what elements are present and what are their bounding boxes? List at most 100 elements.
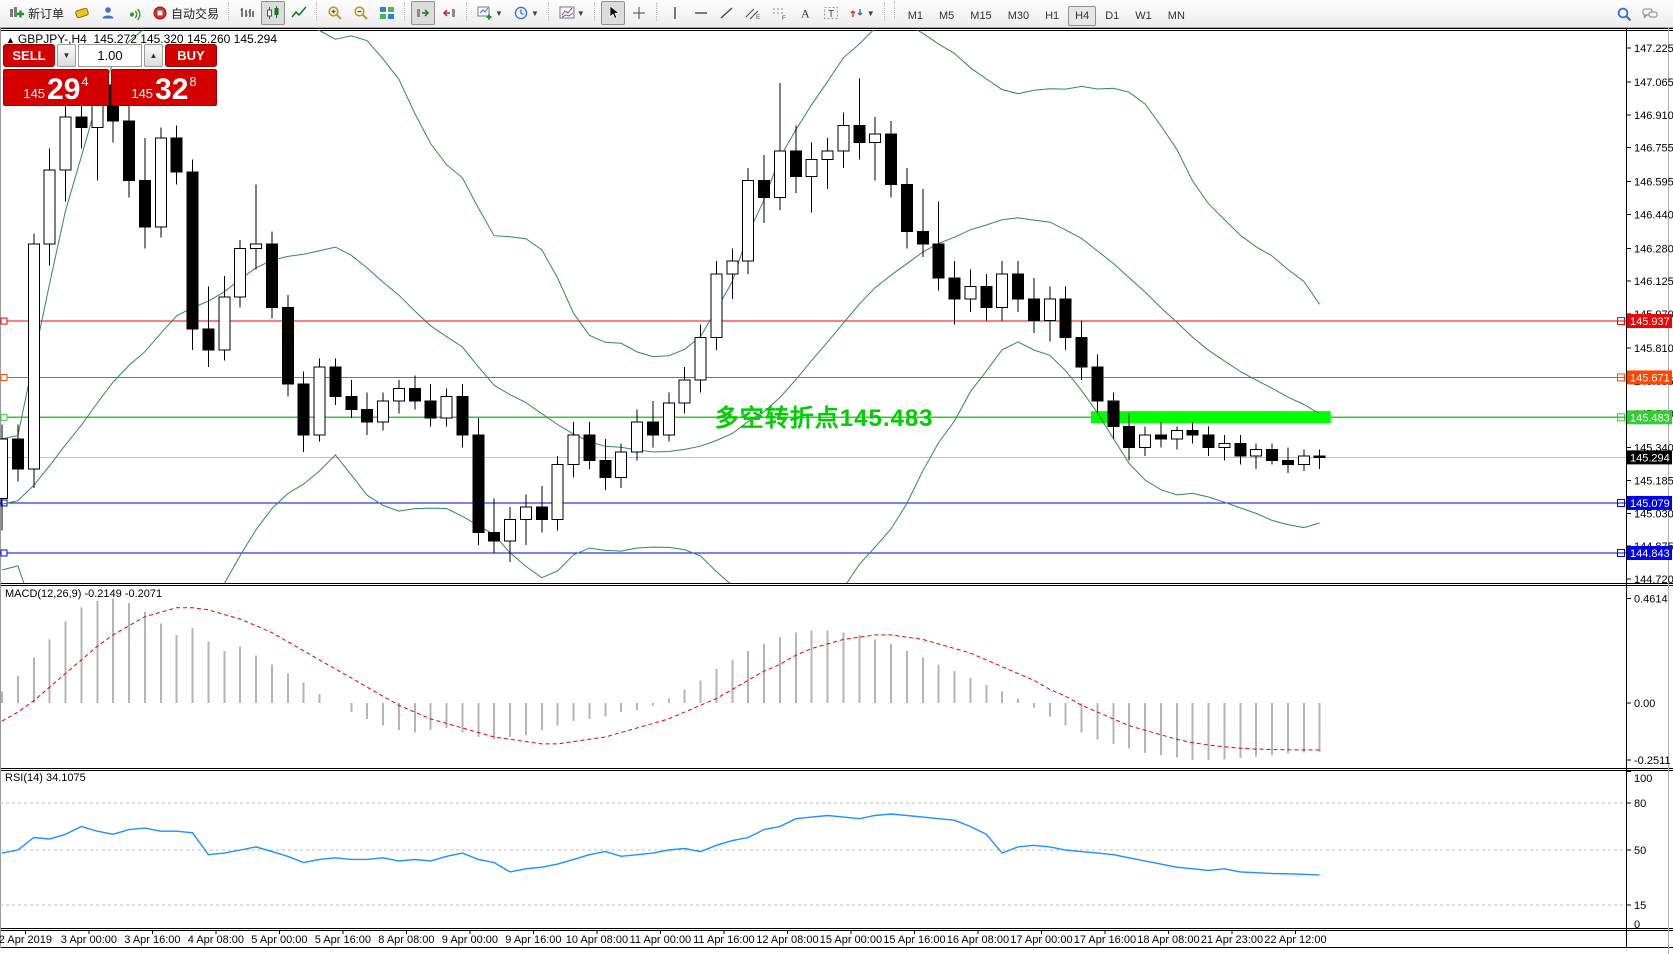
- volume-increase-button[interactable]: ▲: [144, 44, 163, 67]
- buy-price-prefix: 145: [131, 86, 154, 101]
- sell-price-box[interactable]: 145 29 4: [3, 69, 109, 106]
- trendline-button[interactable]: [715, 1, 739, 25]
- line-chart-button[interactable]: [287, 1, 311, 25]
- bar-chart-button[interactable]: [235, 1, 259, 25]
- zoom-out-button[interactable]: [349, 1, 373, 25]
- annotation-text[interactable]: 多空转折点145.483: [714, 405, 934, 433]
- candle: [1266, 449, 1278, 461]
- timeframe-M5-button[interactable]: M5: [939, 10, 955, 22]
- bollinger-lower: [1, 341, 1320, 583]
- rsi-tick-label: 15: [1634, 900, 1646, 912]
- equidistant-channel-button[interactable]: E: [741, 1, 765, 25]
- chart-shift-button[interactable]: [437, 1, 461, 25]
- auto-scroll-button[interactable]: [411, 1, 436, 25]
- candle: [615, 451, 628, 478]
- profile-button[interactable]: [96, 1, 120, 25]
- text-button[interactable]: A: [793, 1, 817, 25]
- candle: [281, 307, 294, 385]
- periods-icon: [514, 6, 528, 20]
- date-tick-label: 21 Apr 23:00: [1201, 934, 1263, 946]
- cursor-icon: [609, 5, 620, 19]
- price-tag: [1627, 450, 1672, 465]
- toolbar-buttons: 新订单 自动交易 ▼ ▼ ▼ E F A T ▼: [4, 1, 890, 26]
- horizontal-line-button[interactable]: [689, 1, 713, 25]
- bollinger-upper: [1, 30, 1321, 440]
- line-anchor[interactable]: [0, 317, 8, 325]
- candle: [1218, 442, 1231, 449]
- candle: [916, 230, 929, 245]
- cursor-button[interactable]: [600, 1, 625, 25]
- volume-input[interactable]: [78, 44, 142, 67]
- signals-button[interactable]: [122, 1, 146, 25]
- svg-text:T: T: [828, 9, 834, 20]
- candle: [408, 387, 421, 402]
- candle: [599, 459, 612, 478]
- svg-text:E: E: [756, 15, 760, 21]
- indicators-button[interactable]: ▼: [555, 1, 589, 25]
- time-axis[interactable]: 2 Apr 2019 3 Apr 00:00 3 Apr 16:00 4 Apr 08…: [0, 930, 1327, 946]
- buy-button[interactable]: BUY: [165, 44, 217, 67]
- candle: [996, 273, 1009, 309]
- price-tick-label: 147.225: [1634, 43, 1673, 55]
- zoom-out-icon: [354, 6, 368, 20]
- toolbar-right: [1611, 2, 1663, 26]
- chat-icon[interactable]: [1638, 2, 1662, 26]
- text-label-button[interactable]: T: [819, 1, 843, 25]
- charts-button[interactable]: [70, 1, 94, 25]
- pivot-zone-rectangle[interactable]: [1091, 411, 1331, 424]
- candle: [567, 434, 580, 466]
- svg-text:F: F: [782, 16, 786, 21]
- candle: [377, 400, 389, 423]
- auto-trading-button[interactable]: 自动交易: [148, 1, 223, 25]
- timeframe-M15-button[interactable]: M15: [970, 10, 992, 22]
- price-tick-label: 145.030: [1634, 508, 1673, 520]
- crosshair-button[interactable]: [627, 1, 651, 25]
- candle: [250, 243, 262, 249]
- timeframe-H1-button[interactable]: H1: [1045, 10, 1060, 22]
- sell-button[interactable]: SELL: [3, 44, 55, 67]
- timeframe-MN-button[interactable]: MN: [1167, 10, 1185, 22]
- candle: [345, 396, 358, 410]
- timeframe-H4-button[interactable]: H4: [1068, 6, 1097, 26]
- candlestick-chart-button[interactable]: [261, 1, 286, 25]
- trendline-icon: [720, 7, 733, 19]
- fibonacci-button[interactable]: F: [767, 1, 791, 25]
- candle: [789, 150, 802, 177]
- vertical-line-button[interactable]: [663, 1, 687, 25]
- line-anchor[interactable]: [0, 373, 8, 381]
- line-anchor[interactable]: [0, 549, 8, 557]
- candle: [551, 464, 564, 521]
- buy-price-box[interactable]: 145 32 8: [111, 69, 217, 106]
- timeframe-D1-button[interactable]: D1: [1105, 10, 1120, 22]
- price-axis[interactable]: 147.225 147.065 146.910 146.755 146.595 146.4…: [1617, 43, 1673, 931]
- price-tick-label: 146.440: [1634, 209, 1673, 221]
- chevron-down-icon: ▼: [576, 8, 585, 18]
- arrows-button[interactable]: ▼: [845, 1, 879, 25]
- price-tag: [1627, 370, 1672, 385]
- arrows-icon: [850, 9, 863, 17]
- line-anchor[interactable]: [0, 413, 8, 421]
- candle: [758, 180, 770, 198]
- candle: [75, 116, 88, 129]
- tile-windows-button[interactable]: [375, 1, 399, 25]
- zoom-in-button[interactable]: [323, 1, 347, 25]
- timeframe-M30-button[interactable]: M30: [1007, 10, 1030, 22]
- candle: [853, 124, 866, 143]
- vertical-line-icon: [674, 7, 676, 19]
- candle: [964, 286, 977, 300]
- timeframe-M1-button[interactable]: M1: [907, 10, 923, 22]
- volume-decrease-button[interactable]: ▼: [57, 44, 76, 67]
- date-tick-label: 11 Apr 16:00: [693, 934, 755, 946]
- candle: [837, 124, 850, 152]
- timeframe-W1-button[interactable]: W1: [1135, 10, 1152, 22]
- candle: [1186, 430, 1199, 436]
- candle: [440, 396, 453, 419]
- search-icon[interactable]: [1612, 2, 1636, 26]
- periods-button[interactable]: ▼: [509, 1, 543, 25]
- new-chart-button[interactable]: ▼: [473, 1, 507, 25]
- new-order-button[interactable]: 新订单: [5, 1, 68, 25]
- fibonacci-icon: F: [772, 8, 786, 21]
- profile-icon: [102, 7, 114, 19]
- collapse-icon[interactable]: ▲: [6, 35, 15, 45]
